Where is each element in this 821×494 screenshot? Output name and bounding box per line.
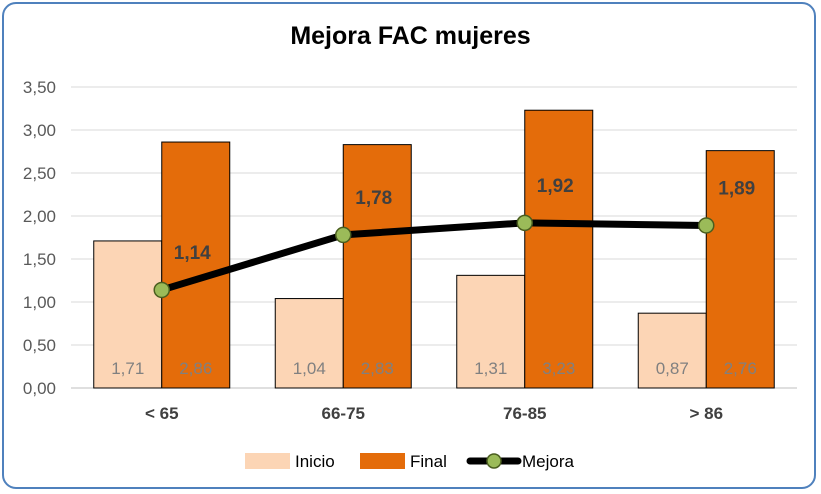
y-tick-label: 3,00	[23, 121, 56, 140]
bar-inicio	[93, 240, 163, 389]
data-label-inicio: 1,04	[293, 359, 326, 378]
bar-final	[524, 109, 594, 389]
x-tick-label: < 65	[145, 404, 179, 423]
bar-inicio	[456, 274, 526, 389]
line-marker-mejora	[516, 214, 533, 232]
bar-final	[161, 141, 231, 389]
bar-inicio	[637, 312, 707, 389]
legend-label-inicio: Inicio	[295, 452, 335, 471]
data-label-mejora: 1,14	[174, 243, 211, 264]
data-label-mejora: 1,89	[718, 178, 755, 199]
y-tick-label: 0,00	[23, 379, 56, 398]
x-tick-label: > 86	[689, 404, 723, 423]
y-tick-label: 3,50	[23, 78, 56, 97]
chart-title: Mejora FAC mujeres	[290, 22, 531, 50]
legend-marker-mejora	[486, 453, 502, 469]
legend-swatch-inicio	[245, 453, 290, 469]
data-label-inicio: 0,87	[656, 359, 689, 378]
x-tick-label: 66-75	[322, 404, 365, 423]
data-label-final: 2,86	[179, 359, 212, 378]
line-marker-mejora	[335, 226, 352, 244]
line-marker-mejora	[698, 217, 715, 234]
bar-final	[342, 144, 412, 389]
line-mejora	[158, 219, 710, 294]
data-label-final: 3,23	[542, 359, 575, 378]
data-label-mejora: 1,78	[355, 188, 392, 209]
x-tick-label: 76-85	[503, 404, 546, 423]
data-label-inicio: 1,71	[111, 359, 144, 378]
legend-label-mejora: Mejora	[522, 452, 575, 471]
line-marker-mejora	[153, 281, 170, 299]
legend-swatch-final	[360, 453, 405, 469]
y-tick-label: 2,50	[23, 164, 56, 183]
y-tick-label: 0,50	[23, 336, 56, 355]
data-label-final: 2,76	[724, 359, 757, 378]
data-label-mejora: 1,92	[537, 176, 574, 197]
y-tick-label: 1,00	[23, 293, 56, 312]
y-tick-label: 2,00	[23, 207, 56, 226]
bar-final	[705, 150, 775, 389]
data-label-final: 2,83	[361, 359, 394, 378]
bar-inicio	[274, 298, 344, 389]
legend-label-final: Final	[410, 452, 447, 471]
y-tick-label: 1,50	[23, 250, 56, 269]
data-label-inicio: 1,31	[474, 359, 507, 378]
